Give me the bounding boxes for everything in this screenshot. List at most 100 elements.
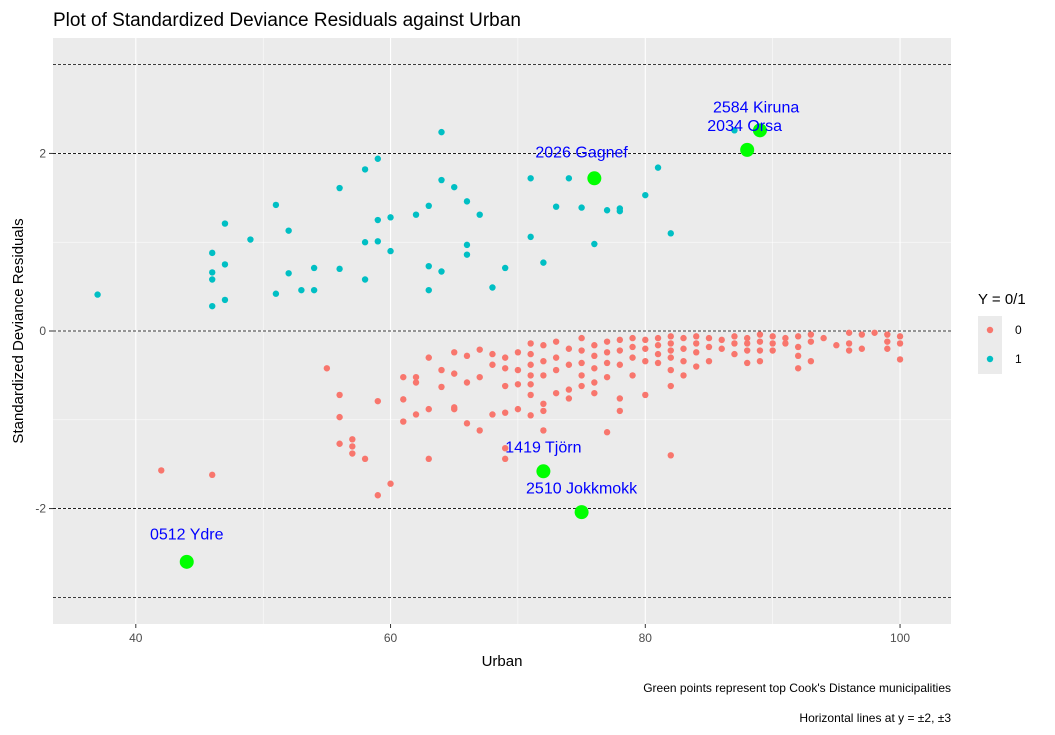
data-point-y0 — [654, 350, 662, 358]
data-point-y0 — [705, 334, 713, 342]
data-point-y1 — [221, 261, 229, 268]
data-point-y0 — [400, 418, 407, 425]
data-point-y0 — [667, 347, 674, 354]
data-point-y0 — [654, 359, 662, 367]
data-point-y0 — [540, 342, 547, 349]
data-point-y0 — [884, 345, 891, 352]
data-point-y1 — [425, 262, 432, 270]
data-point-y0 — [680, 334, 687, 342]
data-point-y0 — [680, 345, 687, 352]
point-label: 2034 Orsa — [707, 118, 782, 135]
data-point-y0 — [400, 373, 407, 381]
data-point-y0 — [501, 409, 509, 416]
data-point-y0 — [540, 357, 547, 365]
data-point-y1 — [438, 268, 445, 275]
data-point-y0 — [667, 333, 674, 340]
data-point-y1 — [298, 286, 305, 294]
point-annotations: 0512 Ydre 2510 Jokkmokk 1419 Tjörn 2026 Gag… — [150, 99, 799, 543]
data-point-y0 — [769, 333, 776, 340]
data-point-y0 — [629, 334, 636, 342]
data-point-y0 — [591, 379, 598, 386]
x-tick-label: 60 — [384, 631, 398, 645]
data-point-y0 — [654, 342, 662, 349]
data-point-y1 — [221, 296, 229, 304]
data-point-y0 — [871, 329, 878, 336]
data-point-y0 — [540, 372, 547, 379]
data-point-y0 — [451, 370, 458, 377]
data-point-y0 — [438, 383, 445, 391]
data-point-y0 — [769, 347, 776, 354]
y-axis-title: Standardized Deviance Residuals — [10, 218, 27, 443]
data-point-y0 — [807, 338, 815, 345]
data-point-y1 — [438, 128, 445, 136]
data-point-y1 — [285, 270, 292, 277]
data-point-y1 — [463, 198, 471, 205]
highlighted-point — [536, 464, 551, 479]
data-point-y1 — [94, 291, 101, 298]
data-point-y0 — [463, 420, 471, 427]
caption-horizontal-lines: Horizontal lines at y = ±2, ±3 — [799, 711, 951, 725]
data-point-y0 — [642, 336, 649, 344]
data-point-y0 — [603, 373, 611, 381]
data-point-y0 — [603, 338, 611, 345]
data-point-y0 — [731, 333, 738, 340]
data-point-y0 — [552, 338, 560, 345]
legend-key-background — [978, 316, 1002, 374]
data-point-y0 — [667, 340, 674, 347]
data-point-y0 — [743, 334, 751, 342]
data-point-y0 — [374, 492, 382, 499]
point-label: 0512 Ydre — [150, 526, 224, 543]
legend-key-0 — [986, 326, 994, 334]
data-point-y0 — [514, 349, 522, 356]
data-point-y0 — [501, 365, 509, 372]
data-point-y0 — [794, 333, 802, 340]
data-point-y0 — [527, 412, 534, 419]
data-point-y1 — [310, 286, 318, 294]
data-point-y0 — [463, 379, 471, 386]
data-point-y0 — [540, 407, 547, 415]
data-point-y1 — [591, 240, 598, 248]
data-point-y0 — [896, 356, 904, 363]
data-point-y0 — [400, 396, 407, 403]
data-point-y0 — [667, 382, 674, 390]
data-point-y0 — [667, 366, 674, 374]
data-point-y1 — [209, 249, 216, 257]
data-point-y0 — [527, 391, 534, 399]
data-point-y0 — [412, 379, 420, 386]
data-point-y0 — [336, 413, 343, 421]
data-point-y0 — [680, 357, 687, 365]
data-point-y1 — [654, 164, 662, 171]
data-point-y0 — [705, 357, 713, 365]
data-point-y0 — [578, 334, 585, 342]
data-point-y0 — [896, 333, 904, 340]
data-point-y0 — [884, 338, 891, 345]
data-point-y0 — [425, 455, 432, 463]
data-point-y0 — [476, 346, 483, 353]
data-point-y0 — [743, 359, 751, 367]
data-point-y0 — [349, 436, 356, 443]
legend-label-0: 0 — [1015, 323, 1022, 337]
data-point-y0 — [527, 381, 534, 388]
legend-key-1 — [986, 355, 994, 363]
data-point-y0 — [629, 354, 636, 361]
data-point-y0 — [603, 349, 611, 356]
data-point-y1 — [272, 201, 280, 209]
data-point-y1 — [731, 127, 738, 134]
data-point-y0 — [845, 329, 853, 336]
data-point-y0 — [629, 343, 636, 351]
data-point-y0 — [578, 347, 585, 354]
data-point-y1 — [310, 264, 318, 272]
data-point-y0 — [565, 361, 573, 368]
highlighted-point — [179, 554, 194, 569]
data-point-y0 — [565, 386, 573, 393]
data-point-y1 — [361, 276, 369, 283]
data-point-y0 — [501, 382, 509, 390]
data-point-y0 — [743, 340, 751, 347]
data-point-y0 — [463, 352, 471, 360]
data-point-y0 — [323, 365, 331, 372]
point-label: 2584 Kiruna — [713, 99, 799, 116]
data-point-y0 — [616, 395, 624, 402]
data-points — [94, 127, 904, 499]
data-point-y0 — [616, 361, 624, 368]
x-axis-ticks: 40 60 80 100 — [129, 624, 910, 645]
